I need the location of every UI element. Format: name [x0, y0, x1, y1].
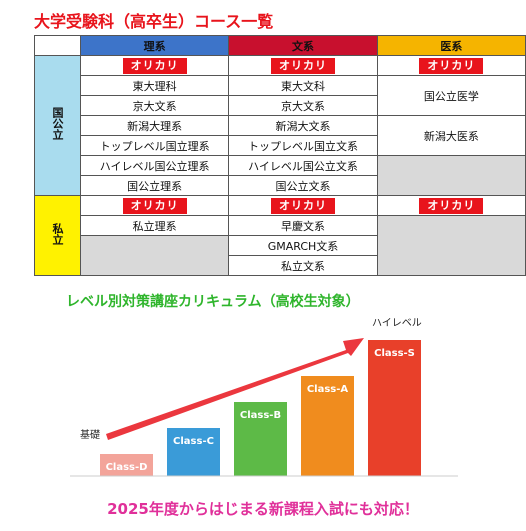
section-shiritsu-label: 私立 — [51, 222, 64, 245]
bar-label-class-a: Class-A — [307, 384, 349, 395]
cell-badge-rika: オリカリ — [79, 55, 230, 76]
cell-badge-bunka: オリカリ — [228, 55, 378, 76]
orikari-badge: オリカリ — [419, 197, 484, 214]
annotation-high: ハイレベル — [372, 317, 422, 329]
header-bunka: 文系 — [228, 35, 378, 56]
cell-badge-ika: オリカリ — [376, 195, 526, 216]
page-title: 大学受験科（高卒生）コース一覧 — [34, 12, 274, 31]
section-shiritsu: 私立 — [34, 195, 81, 276]
empty-cell — [376, 155, 526, 196]
table-row: トップレベル国立理系 トップレベル国立文系 — [35, 135, 526, 156]
table-row: 京大文系 京大文系 — [35, 95, 526, 116]
course-cell: 私立文系 — [228, 255, 378, 276]
chart-bars — [100, 340, 421, 476]
table-row: ハイレベル国公立理系 ハイレベル国公立文系 — [35, 155, 526, 196]
bar-class-d — [100, 454, 153, 476]
course-cell: GMARCH文系 — [228, 235, 378, 256]
bar-class-c — [167, 428, 220, 476]
table-row: 国公立 オリカリ オリカリ オリカリ — [34, 55, 526, 196]
course-cell: 新潟大理系 — [79, 115, 230, 136]
bar-label-class-d: Class-D — [106, 462, 148, 473]
table-row: 私立理系 早慶文系 — [35, 215, 526, 276]
table-header-row: 理系 文系 医系 — [34, 35, 526, 56]
bar-class-s — [368, 340, 421, 476]
table-row: 国公立理系 国公立文系 — [35, 175, 526, 196]
orikari-badge: オリカリ — [122, 197, 187, 214]
table-row: 私立文系 — [35, 255, 526, 276]
annotation-low: 基礎 — [80, 428, 100, 441]
header-corner — [34, 35, 81, 56]
course-cell: 国公立医学 — [376, 75, 526, 116]
course-cell: トップレベル国立文系 — [228, 135, 378, 156]
course-table: 理系 文系 医系 国公立 オリカリ オリカリ オリカリ 東大理科 東大文科 国公… — [34, 35, 526, 276]
cell-badge-bunka: オリカリ — [228, 195, 378, 216]
bar-class-b — [234, 402, 287, 476]
section-kokkoritsu-label: 国公立 — [51, 107, 64, 140]
course-cell: トップレベル国立理系 — [79, 135, 230, 156]
header-rika: 理系 — [79, 35, 230, 56]
table-row: 東大理科 東大文科 国公立医学 — [35, 75, 526, 116]
empty-cell — [376, 215, 526, 276]
bar-class-a — [301, 376, 354, 476]
course-cell: 新潟大医系 — [376, 115, 526, 156]
curriculum-subtitle: レベル別対策講座カリキュラム（高校生対象） — [66, 294, 360, 310]
chart-labels: Class-D Class-C Class-B Class-A Class-S — [106, 348, 415, 473]
orikari-badge: オリカリ — [270, 197, 335, 214]
orikari-badge: オリカリ — [122, 57, 187, 74]
orikari-badge: オリカリ — [270, 57, 335, 74]
trend-arrow — [106, 338, 364, 440]
bar-label-class-b: Class-B — [240, 410, 281, 421]
bar-label-class-c: Class-C — [173, 436, 214, 447]
table-row: GMARCH文系 — [35, 235, 526, 276]
empty-cell — [79, 235, 230, 276]
footer-notice: 2025年度からはじまる新課程入試にも対応！ — [107, 500, 419, 518]
bar-label-class-s: Class-S — [374, 348, 415, 359]
course-cell: 京大文系 — [79, 95, 230, 116]
course-cell: 京大文系 — [228, 95, 378, 116]
orikari-badge: オリカリ — [419, 57, 484, 74]
